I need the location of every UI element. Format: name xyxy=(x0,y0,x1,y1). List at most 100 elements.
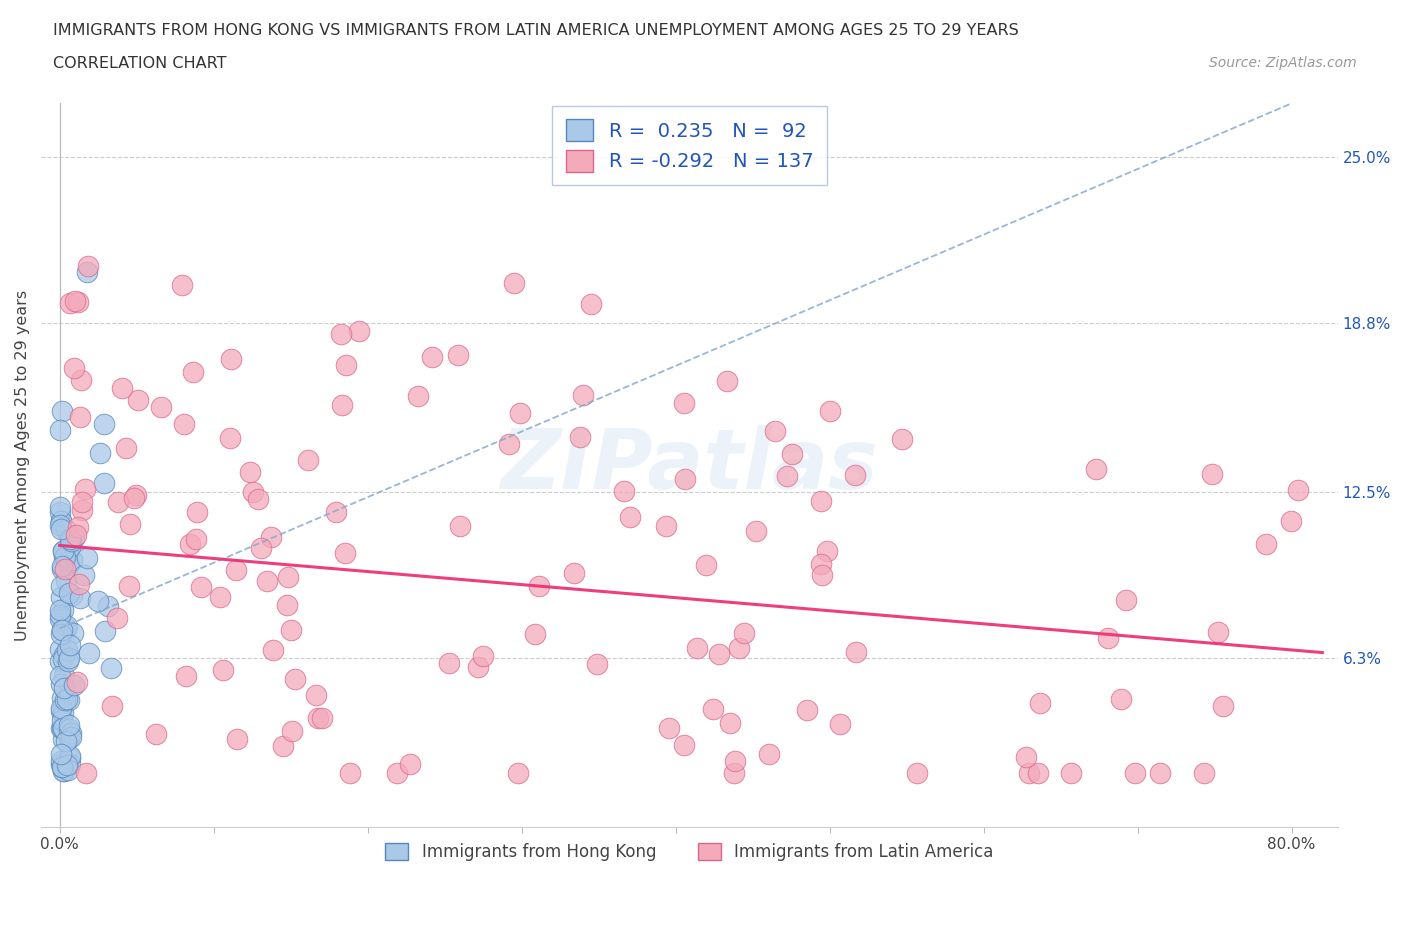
Point xyxy=(52,706,75,721)
Point xyxy=(209,590,232,604)
Point xyxy=(76,259,98,273)
Text: Source: ZipAtlas.com: Source: ZipAtlas.com xyxy=(1209,56,1357,70)
Point xyxy=(271,738,294,753)
Point xyxy=(58,717,80,732)
Point xyxy=(49,504,72,519)
Point xyxy=(49,589,72,604)
Point xyxy=(127,392,149,407)
Point xyxy=(724,753,747,768)
Point xyxy=(59,751,82,765)
Point xyxy=(52,731,75,746)
Point xyxy=(73,567,96,582)
Point xyxy=(586,657,609,671)
Point xyxy=(330,326,353,341)
Point xyxy=(239,465,262,480)
Point xyxy=(69,591,91,605)
Point xyxy=(53,669,76,684)
Point xyxy=(335,546,357,561)
Point xyxy=(89,445,111,460)
Point xyxy=(276,597,298,612)
Point xyxy=(49,757,72,772)
Point xyxy=(720,716,742,731)
Point xyxy=(1212,698,1234,713)
Point xyxy=(51,760,73,775)
Point xyxy=(1279,513,1302,528)
Point xyxy=(118,578,141,593)
Point xyxy=(305,687,328,702)
Point xyxy=(59,725,82,740)
Point xyxy=(51,562,73,577)
Point xyxy=(572,388,595,403)
Point xyxy=(52,543,75,558)
Point xyxy=(51,720,73,735)
Point xyxy=(93,475,115,490)
Point xyxy=(60,552,83,567)
Point xyxy=(59,539,82,554)
Point xyxy=(53,561,76,576)
Point xyxy=(471,649,494,664)
Point xyxy=(1288,483,1310,498)
Point xyxy=(49,753,72,768)
Point xyxy=(51,559,73,574)
Point xyxy=(1123,765,1146,780)
Point xyxy=(53,693,76,708)
Point xyxy=(335,357,357,372)
Point xyxy=(1115,592,1137,607)
Point xyxy=(49,626,72,641)
Point xyxy=(815,544,838,559)
Point xyxy=(502,275,524,290)
Point xyxy=(56,618,79,633)
Point xyxy=(58,556,80,571)
Point xyxy=(60,730,83,745)
Point xyxy=(52,721,75,736)
Point xyxy=(62,531,84,546)
Point xyxy=(49,513,72,528)
Point xyxy=(262,643,284,658)
Point xyxy=(728,640,751,655)
Point xyxy=(450,519,472,534)
Point xyxy=(48,653,70,668)
Point xyxy=(845,644,868,659)
Point xyxy=(219,431,242,445)
Text: ZIPatlas: ZIPatlas xyxy=(501,424,879,506)
Point xyxy=(65,527,87,542)
Point xyxy=(114,441,136,456)
Point xyxy=(780,447,803,462)
Point xyxy=(145,727,167,742)
Point xyxy=(58,730,80,745)
Point xyxy=(66,294,89,309)
Point xyxy=(51,759,73,774)
Point xyxy=(564,565,586,580)
Point xyxy=(56,758,79,773)
Point xyxy=(49,603,72,618)
Point xyxy=(53,681,76,696)
Point xyxy=(49,499,72,514)
Point xyxy=(686,640,709,655)
Point xyxy=(51,622,73,637)
Point xyxy=(51,623,73,638)
Point xyxy=(1109,692,1132,707)
Point xyxy=(125,487,148,502)
Point xyxy=(53,550,76,565)
Point xyxy=(55,522,77,537)
Point xyxy=(709,647,731,662)
Point xyxy=(174,669,197,684)
Text: CORRELATION CHART: CORRELATION CHART xyxy=(53,56,226,71)
Point xyxy=(1060,765,1083,780)
Point xyxy=(260,530,283,545)
Point xyxy=(70,503,93,518)
Point xyxy=(58,586,80,601)
Point xyxy=(69,410,91,425)
Point xyxy=(56,691,79,706)
Point xyxy=(250,541,273,556)
Point xyxy=(569,430,592,445)
Point xyxy=(810,556,832,571)
Point xyxy=(695,557,717,572)
Point xyxy=(170,278,193,293)
Point xyxy=(100,660,122,675)
Point xyxy=(58,654,80,669)
Point xyxy=(59,296,82,311)
Point xyxy=(437,656,460,671)
Point xyxy=(498,436,520,451)
Point xyxy=(65,675,87,690)
